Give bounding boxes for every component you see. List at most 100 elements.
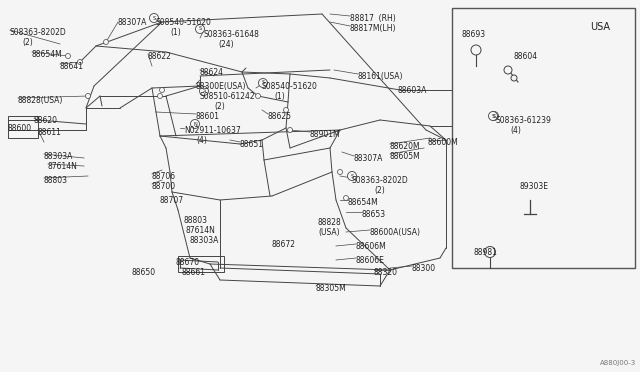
Circle shape <box>484 247 495 257</box>
Text: 88300: 88300 <box>412 264 436 273</box>
Circle shape <box>200 87 209 96</box>
Text: S08363-61648: S08363-61648 <box>204 30 260 39</box>
Text: S08540-51620: S08540-51620 <box>155 18 211 27</box>
Text: 88803: 88803 <box>44 176 68 185</box>
Text: 88611: 88611 <box>38 128 62 137</box>
Text: S08540-51620: S08540-51620 <box>262 82 318 91</box>
Text: 88604: 88604 <box>514 52 538 61</box>
Circle shape <box>511 75 517 81</box>
Text: 88603A: 88603A <box>398 86 428 95</box>
Text: S08363-61239: S08363-61239 <box>496 116 552 125</box>
Text: S: S <box>351 173 353 179</box>
Text: 88307A: 88307A <box>118 18 147 27</box>
Circle shape <box>488 112 497 121</box>
Text: 87614N: 87614N <box>186 226 216 235</box>
Bar <box>452 8 635 268</box>
Circle shape <box>150 13 159 22</box>
Text: 89303E: 89303E <box>520 182 549 191</box>
Text: S08510-61242: S08510-61242 <box>200 92 255 101</box>
Text: 88620: 88620 <box>34 116 58 125</box>
Text: 88706: 88706 <box>152 172 176 181</box>
Text: (2): (2) <box>214 102 225 111</box>
Text: S: S <box>492 113 495 119</box>
Text: 88605M: 88605M <box>390 152 420 161</box>
Text: USA: USA <box>590 22 610 32</box>
Circle shape <box>195 25 205 33</box>
Text: 88661: 88661 <box>181 268 205 277</box>
Text: 88672: 88672 <box>272 240 296 249</box>
Text: S08363-8202D: S08363-8202D <box>352 176 409 185</box>
Text: (24): (24) <box>218 40 234 49</box>
Text: (USA): (USA) <box>318 228 340 237</box>
Circle shape <box>159 87 164 93</box>
Text: 88817  (RH): 88817 (RH) <box>350 14 396 23</box>
Text: 88303A: 88303A <box>190 236 220 245</box>
Text: 88624: 88624 <box>200 68 224 77</box>
Text: 88307A: 88307A <box>354 154 383 163</box>
Circle shape <box>255 93 260 99</box>
Text: 88650: 88650 <box>132 268 156 277</box>
Text: S: S <box>202 89 205 93</box>
Circle shape <box>284 108 289 112</box>
Circle shape <box>157 93 163 99</box>
Circle shape <box>344 196 349 201</box>
Text: (4): (4) <box>196 136 207 145</box>
Text: 88300E(USA): 88300E(USA) <box>196 82 246 91</box>
Circle shape <box>104 39 109 45</box>
Text: S: S <box>261 80 264 86</box>
Text: S: S <box>152 16 156 20</box>
Text: 88981: 88981 <box>474 248 498 257</box>
Text: 88707: 88707 <box>160 196 184 205</box>
Text: 88601: 88601 <box>196 112 220 121</box>
Text: N: N <box>193 122 197 126</box>
Circle shape <box>259 78 268 87</box>
Circle shape <box>77 60 83 64</box>
Text: 88625: 88625 <box>268 112 292 121</box>
Text: 88700: 88700 <box>152 182 176 191</box>
Text: A880J00-3: A880J00-3 <box>600 360 636 366</box>
Bar <box>178 256 224 272</box>
Text: 88693: 88693 <box>462 30 486 39</box>
Circle shape <box>65 54 70 58</box>
Text: 88600M: 88600M <box>428 138 459 147</box>
Text: 88654M: 88654M <box>348 198 379 207</box>
Circle shape <box>191 119 200 128</box>
Text: (2): (2) <box>374 186 385 195</box>
Text: 88653: 88653 <box>362 210 386 219</box>
Text: S: S <box>198 26 202 32</box>
Text: 87614N: 87614N <box>48 162 78 171</box>
Text: 88622: 88622 <box>148 52 172 61</box>
Text: 88303A: 88303A <box>44 152 74 161</box>
Text: N02911-10637: N02911-10637 <box>184 126 241 135</box>
Circle shape <box>490 112 499 121</box>
Text: 88651: 88651 <box>240 140 264 149</box>
Text: 88606E: 88606E <box>356 256 385 265</box>
Circle shape <box>471 45 481 55</box>
Text: 88305M: 88305M <box>316 284 347 293</box>
Circle shape <box>287 128 292 132</box>
Circle shape <box>337 170 342 174</box>
Text: 88901M: 88901M <box>310 130 340 139</box>
Circle shape <box>504 66 512 74</box>
Text: (4): (4) <box>510 126 521 135</box>
Text: 88320: 88320 <box>374 268 398 277</box>
Text: 88641: 88641 <box>60 62 84 71</box>
Text: 88600: 88600 <box>8 124 32 133</box>
Bar <box>8 116 38 138</box>
Text: (1): (1) <box>170 28 180 37</box>
Text: 88600A(USA): 88600A(USA) <box>370 228 421 237</box>
Text: 88817M(LH): 88817M(LH) <box>350 24 397 33</box>
Circle shape <box>86 93 90 99</box>
Text: S08363-8202D: S08363-8202D <box>10 28 67 37</box>
Text: (1): (1) <box>274 92 285 101</box>
Circle shape <box>348 171 356 180</box>
Text: 88620M: 88620M <box>390 142 420 151</box>
Text: 88606M: 88606M <box>356 242 387 251</box>
Text: (2): (2) <box>22 38 33 47</box>
Text: 88670: 88670 <box>175 258 199 267</box>
Text: S: S <box>492 113 495 119</box>
Text: 88803: 88803 <box>184 216 208 225</box>
Text: 88828(USA): 88828(USA) <box>18 96 63 105</box>
Text: 88654M: 88654M <box>32 50 63 59</box>
Text: 88161(USA): 88161(USA) <box>358 72 403 81</box>
